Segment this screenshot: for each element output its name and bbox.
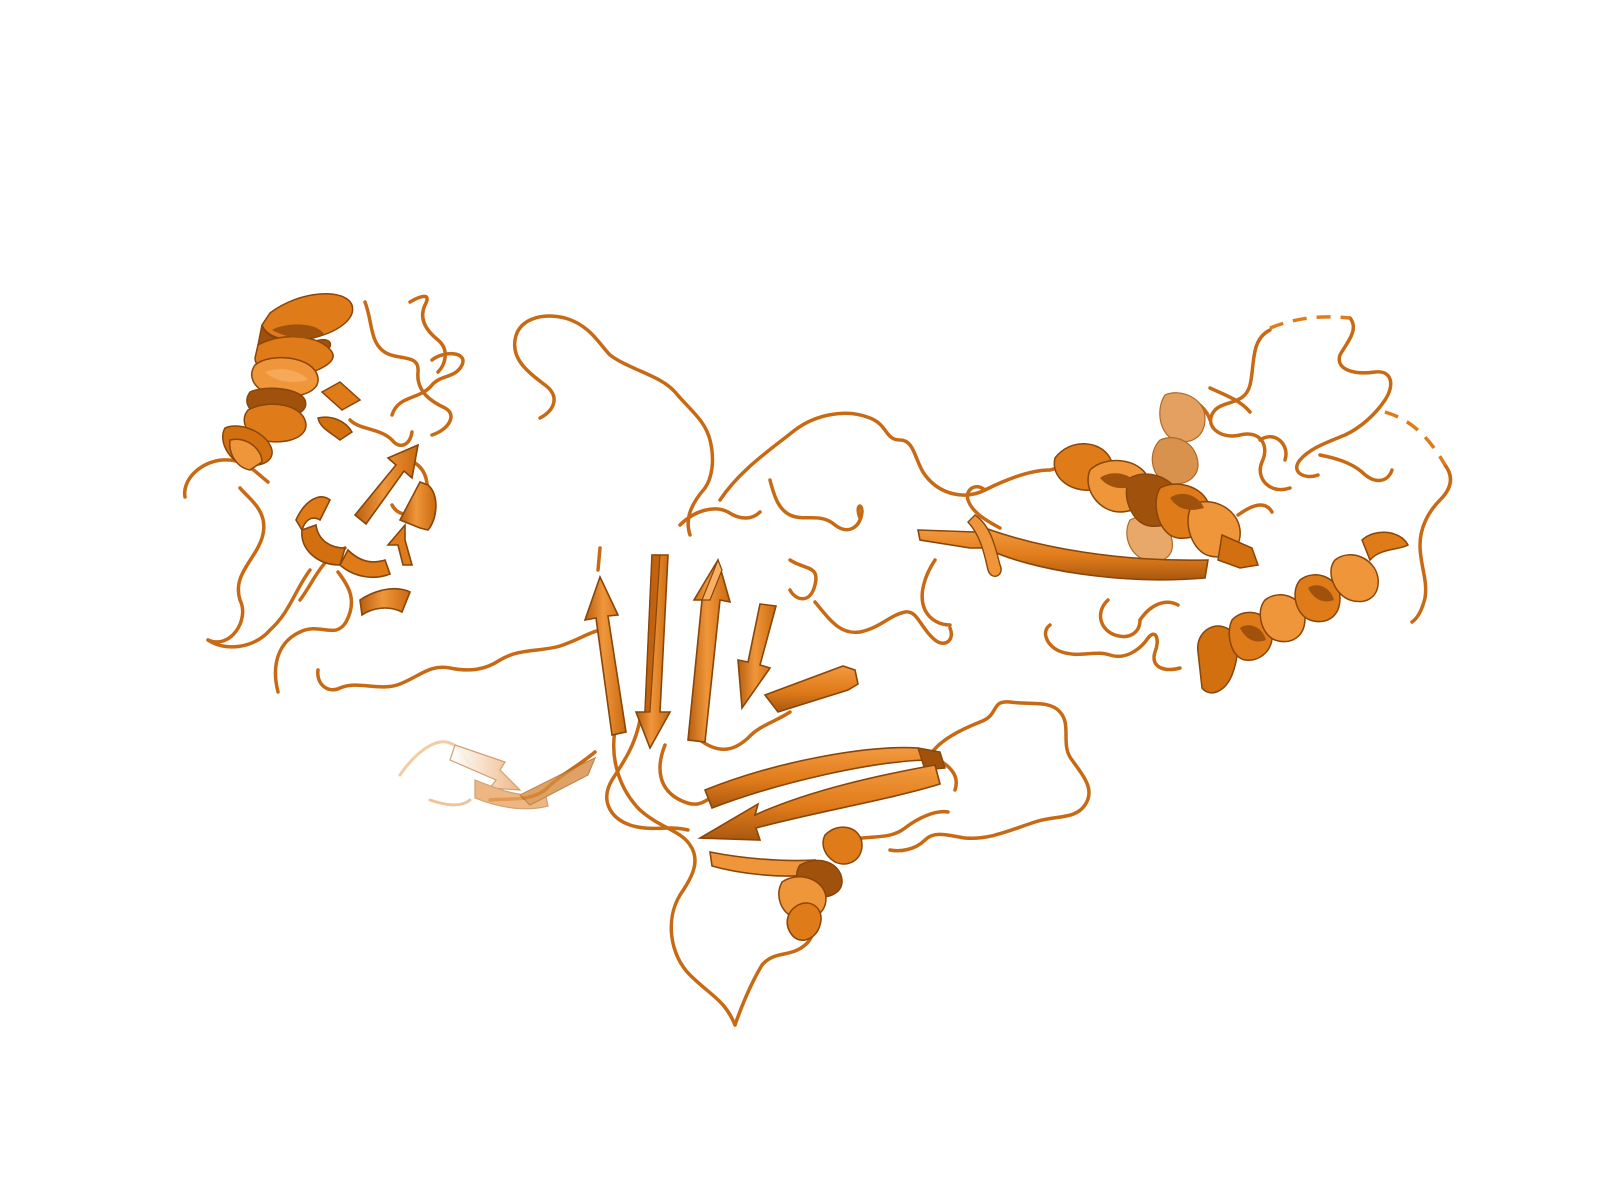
- n-terminal-domain: [183, 293, 602, 694]
- central-short-helix: [778, 826, 863, 941]
- c-terminal-beta-strand: [917, 514, 1209, 581]
- linker-loops-top: [512, 314, 1052, 537]
- central-faded-strands: [398, 740, 597, 810]
- c-terminal-domain: [917, 315, 1453, 694]
- central-beta-domain: [398, 546, 1091, 1027]
- c-terminal-alpha-helix-2: [1197, 531, 1409, 694]
- central-beta-hairpin: [697, 746, 946, 877]
- coil-loops-left: [183, 294, 602, 694]
- c-terminal-disordered-gaps: [1269, 315, 1447, 466]
- n-terminal-alpha-helix: [222, 293, 354, 471]
- c-terminal-coils: [965, 316, 1453, 672]
- n-terminal-beta-hairpin: [295, 443, 437, 617]
- c-terminal-back-helix: [1126, 392, 1206, 563]
- central-beta-sheet: [583, 554, 859, 750]
- c-terminal-alpha-helix-1: [1053, 443, 1260, 569]
- central-coils: [488, 546, 1091, 1027]
- n-terminal-short-strand: [317, 381, 362, 441]
